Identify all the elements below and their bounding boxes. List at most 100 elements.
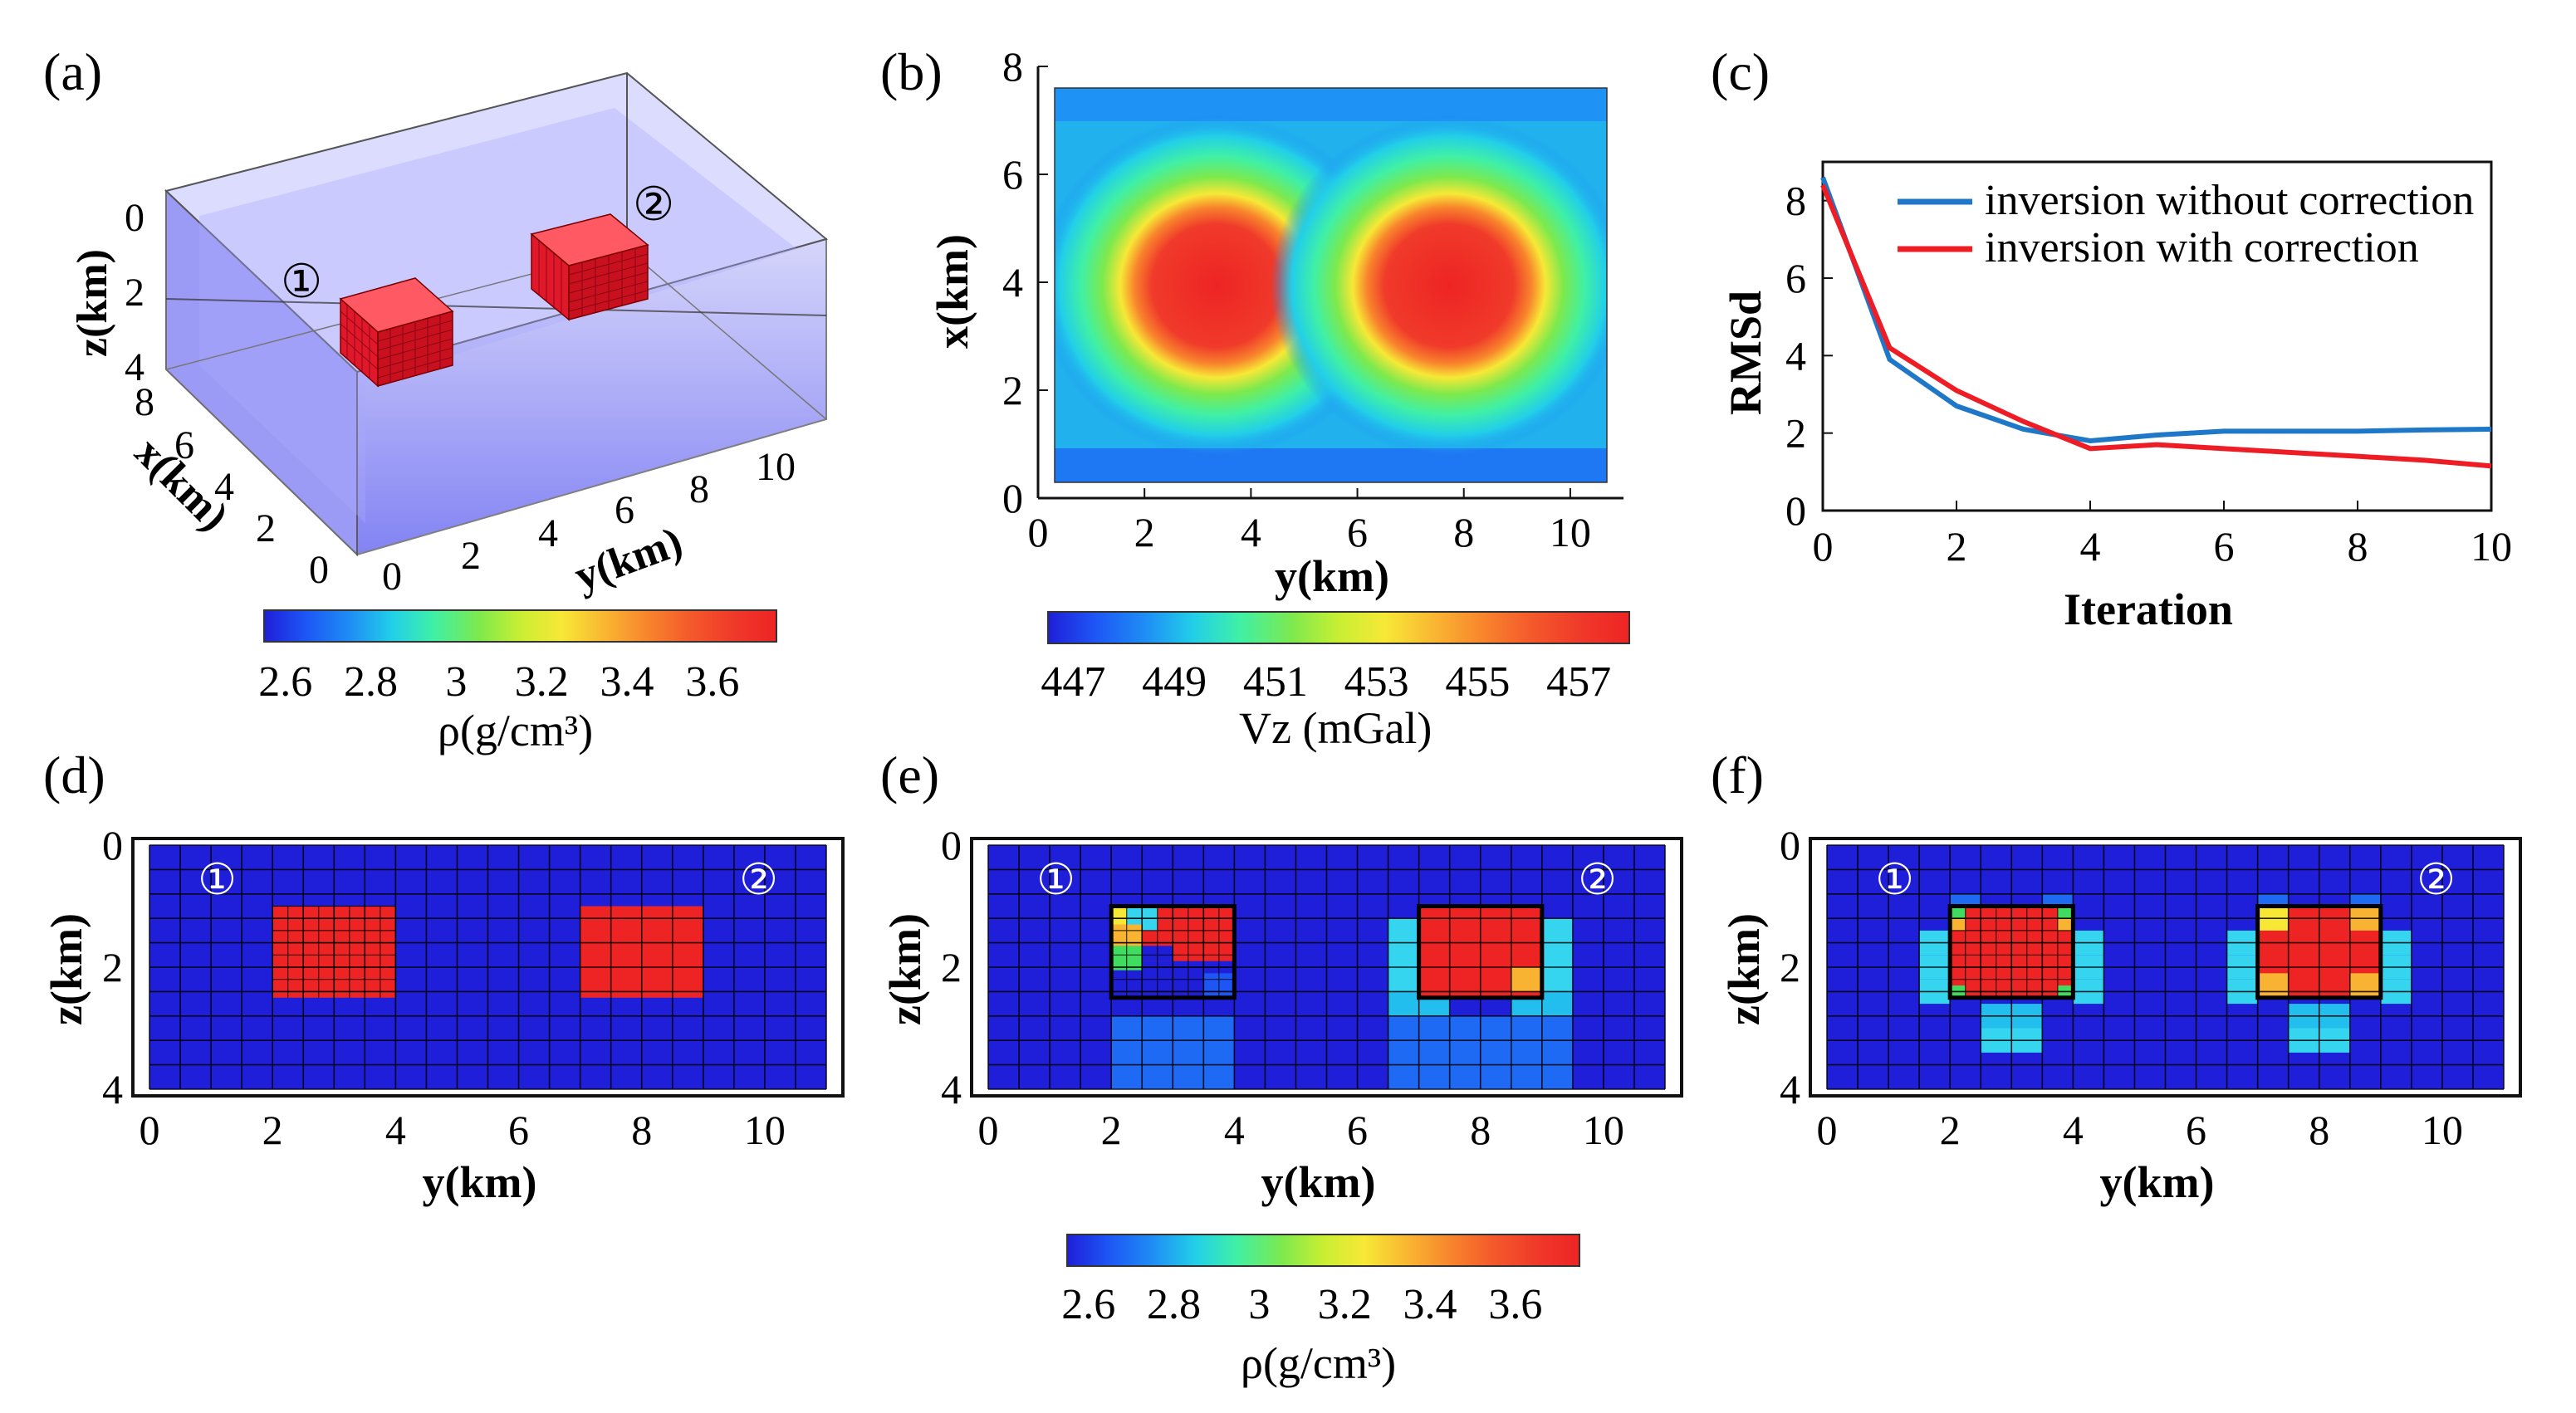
halo-cell-e-5 — [1541, 967, 1573, 992]
panel-c-ylabel: RMSd — [1721, 291, 1770, 415]
panel-c-xtick-3: 6 — [2214, 523, 2235, 570]
sec-f-xtick-0: 0 — [1817, 1107, 1838, 1153]
panel-b-label: (b) — [880, 42, 943, 101]
halo-cell-e-0 — [1388, 918, 1419, 943]
sec-e-ytick-1: 2 — [941, 944, 962, 990]
colorbar-vz-bar — [1047, 611, 1630, 644]
sec-e-ytick-2: 4 — [941, 1066, 962, 1112]
box-inner-glow — [199, 108, 797, 523]
colorbar-vz-tick-1: 449 — [1142, 658, 1207, 706]
colorbar-rho-top-tick-1: 2.8 — [344, 658, 398, 706]
deep-cell-e — [1203, 1015, 1235, 1041]
sec-d-xtick-0: 0 — [140, 1107, 160, 1153]
true-outline-1-sec-e — [1109, 904, 1237, 1000]
sec-d-xlabel: y(km) — [423, 1157, 537, 1207]
sec-f-ytick-2: 4 — [1780, 1066, 1800, 1112]
sec-f-xtick-4: 8 — [2309, 1107, 2329, 1153]
deep-cell-e — [1388, 1040, 1419, 1065]
deep-cell-e — [1142, 1040, 1173, 1065]
sec-f-ytick-1: 2 — [1780, 944, 1800, 990]
sec-e-xtick-4: 8 — [1470, 1107, 1491, 1153]
halo-cell-e-11 — [1541, 991, 1573, 1016]
deep-cell-e — [1388, 1015, 1419, 1041]
deep-cell-e — [1173, 1064, 1204, 1089]
anomaly-map — [1055, 88, 1607, 482]
x-tick-0: 0 — [309, 548, 329, 592]
colorbar-rho-top-tick-4: 3.4 — [600, 658, 654, 706]
deep-cell-e — [1418, 1015, 1450, 1041]
corner-cell-f1-4 — [1950, 918, 1966, 931]
corner-cell-f1-1 — [2057, 906, 2074, 919]
deep-cell-e — [1142, 1064, 1173, 1089]
panel-c-xtick-0: 0 — [1813, 523, 1834, 570]
panel-c-ytick-4: 8 — [1785, 178, 1806, 224]
panel-f-label: (f) — [1711, 746, 1764, 804]
deep-cell-e — [1541, 1040, 1573, 1065]
sec-d-xtick-3: 6 — [508, 1107, 529, 1153]
deep-cell-e — [1541, 1015, 1573, 1041]
deep-cell-e — [1173, 1015, 1204, 1041]
true-outline-1-sec-f — [1947, 904, 2075, 1000]
y-tick-0: 0 — [382, 555, 402, 599]
x-tick-4: 4 — [214, 465, 234, 509]
panel-e: (e) ① ② 0 2 4 6 8 10 0 2 4 y(km) z(km) — [880, 746, 1683, 1207]
x-tick-8: 8 — [135, 380, 154, 424]
body-1-cube — [339, 277, 454, 388]
axis-z-3d: 0 2 4 z(km) — [69, 196, 144, 389]
sec-d-ytick-2: 4 — [102, 1066, 123, 1112]
panel-c-ytick-2: 4 — [1785, 332, 1806, 379]
panel-c-ytick-1: 2 — [1785, 410, 1806, 457]
sec-e-ytick-0: 0 — [941, 822, 962, 868]
sec-e-ylabel: z(km) — [880, 913, 930, 1025]
sec-e-xtick-0: 0 — [978, 1107, 999, 1153]
colorbar-rho-top: 2.6 2.8 3 3.2 3.4 3.6 ρ(g/cm³) — [258, 609, 777, 755]
panel-c-xtick-4: 8 — [2348, 523, 2368, 570]
colorbar-vz-tick-3: 453 — [1344, 658, 1409, 706]
sec-d-ytick-0: 0 — [102, 822, 123, 868]
sec-e-xlabel: y(km) — [1261, 1157, 1376, 1207]
y-tick-2: 2 — [461, 534, 481, 578]
legend-label-blue: inversion without correction — [1985, 177, 2474, 224]
z-tick-2: 2 — [125, 271, 144, 315]
deep-cell-e — [1480, 1064, 1511, 1089]
colorbar-vz-tick-2: 451 — [1243, 658, 1308, 706]
corner-cell-f1-5 — [2057, 918, 2074, 931]
colorbar-vz: 447 449 451 453 455 457 Vz (mGal) — [1041, 611, 1630, 753]
sec-d-ytick-1: 2 — [102, 944, 123, 990]
deep-cell-e — [1203, 1040, 1235, 1065]
colorbar-vz-tick-0: 447 — [1041, 658, 1105, 706]
sec-d-xtick-4: 8 — [631, 1107, 652, 1153]
colorbar-rho-top-tick-3: 3.2 — [515, 658, 569, 706]
panel-f: (f) ① ② 0 2 4 6 8 10 0 2 4 y(km) z(km) — [1711, 746, 2522, 1207]
sec-f-xtick-3: 6 — [2186, 1107, 2206, 1153]
line-series-with-correction — [1820, 183, 2492, 469]
marker-2-3d: ② — [633, 179, 674, 231]
sec-e-xtick-2: 4 — [1224, 1107, 1245, 1153]
colorbar-vz-label: Vz (mGal) — [1239, 703, 1432, 753]
y-tick-10: 10 — [756, 445, 796, 489]
marker-2-sec-f: ② — [2417, 857, 2456, 904]
panel-c-xtick-1: 2 — [1947, 523, 1967, 570]
y-tick-6: 6 — [615, 488, 634, 532]
deep-cell-e — [1418, 1040, 1450, 1065]
sec-f-xtick-2: 4 — [2063, 1107, 2084, 1153]
colorbar-rho-top-tick-0: 2.6 — [258, 658, 312, 706]
deep-cell-e — [1418, 1064, 1450, 1089]
corner-cell-f1-0 — [1950, 906, 1966, 919]
panel-b-ytick-0: 0 — [1002, 475, 1023, 521]
panel-b-ytick-2: 4 — [1002, 259, 1023, 306]
y-tick-4: 4 — [538, 511, 558, 555]
deep-cell-e — [1111, 1015, 1143, 1041]
cell-grid-sec-d — [149, 844, 827, 1090]
halo-cell-e-10 — [1388, 991, 1419, 1016]
panel-c-xtick-5: 10 — [2471, 523, 2512, 570]
marker-1-sec-e: ① — [1036, 857, 1075, 904]
deep-cell-e — [1203, 1064, 1235, 1089]
panel-b-xtick-1: 2 — [1134, 509, 1155, 555]
panel-b-xtick-5: 10 — [1550, 509, 1591, 555]
colorbar-rho-bottom-bar — [1066, 1234, 1580, 1267]
sec-e-xtick-5: 10 — [1583, 1107, 1624, 1153]
colorbar-rho-top-tick-2: 3 — [445, 658, 467, 706]
panel-b: (b) 0 2 4 6 8 10 0 2 4 6 8 y(km) x(km) 447 449 451 45… — [880, 42, 1630, 753]
